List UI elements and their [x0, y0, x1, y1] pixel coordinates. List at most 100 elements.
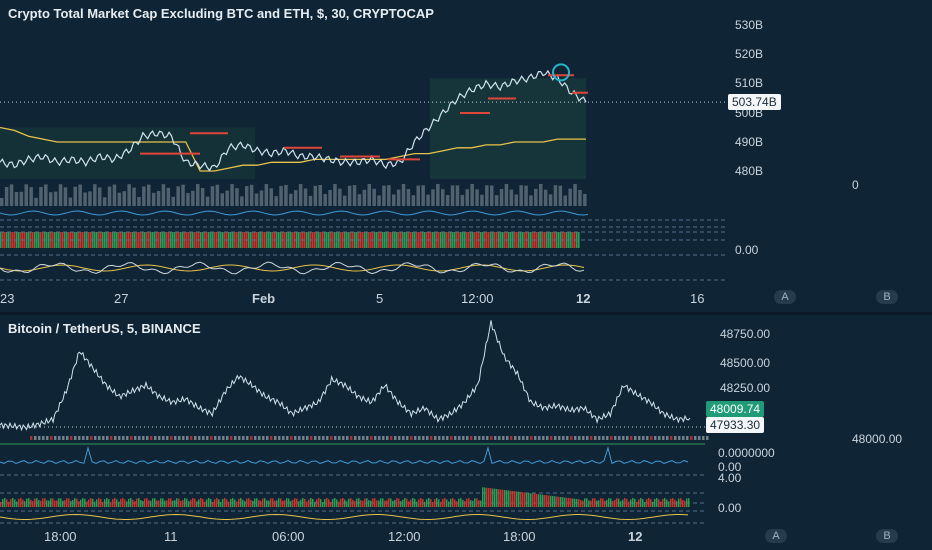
top-histogram-bar — [446, 232, 448, 248]
top-histogram-bar — [166, 232, 168, 248]
bottom-histogram-bar — [656, 498, 658, 507]
bottom-signal-marker — [342, 436, 345, 440]
bottom-histogram-bar — [362, 500, 364, 507]
top-volume-bar — [274, 196, 278, 206]
top-scale-a-button[interactable]: A — [774, 290, 796, 304]
bottom-signal-marker — [622, 436, 625, 440]
top-volume-bar — [543, 189, 548, 206]
top-histogram-bar — [244, 232, 246, 248]
top-volume-bar — [470, 184, 474, 206]
bottom-histogram-bar — [324, 499, 326, 507]
bottom-histogram-bar — [378, 500, 380, 507]
bottom-histogram-bar — [206, 499, 208, 507]
top-volume-bar — [563, 195, 567, 206]
top-volume-bar — [200, 187, 205, 206]
top-volume-bar — [245, 186, 249, 206]
top-volume-bar — [186, 193, 190, 206]
top-histogram-bar — [356, 232, 358, 248]
bottom-histogram-bar — [414, 498, 416, 507]
bottom-chart-canvas[interactable] — [0, 315, 932, 550]
top-histogram-bar — [496, 232, 498, 248]
top-histogram-bar — [412, 232, 414, 248]
bottom-signal-marker — [110, 436, 113, 440]
top-chart-canvas[interactable] — [0, 0, 932, 312]
top-chart-pane[interactable]: Crypto Total Market Cap Excluding BTC an… — [0, 0, 932, 312]
bottom-signal-marker — [454, 436, 457, 440]
top-volume-bar — [431, 189, 435, 206]
bottom-histogram-bar — [632, 498, 634, 507]
bottom-signal-marker — [66, 436, 69, 440]
bottom-histogram-bar — [28, 498, 30, 507]
top-volume-bar — [504, 184, 509, 206]
top-volume-bar — [269, 188, 273, 206]
top-current-price-tag: 503.74B — [728, 94, 781, 110]
top-histogram-bar — [418, 232, 420, 248]
bottom-histogram-bar — [486, 487, 488, 507]
top-volume-bar — [53, 191, 58, 206]
bottom-signal-marker — [654, 436, 657, 440]
bottom-signal-marker — [374, 436, 377, 440]
bottom-signal-marker — [278, 436, 281, 440]
bottom-signal-marker — [470, 436, 473, 440]
bottom-signal-marker — [566, 436, 569, 440]
top-volume-bar — [401, 184, 406, 206]
bottom-histogram-bar — [602, 498, 604, 507]
bottom-signal-marker — [390, 436, 393, 440]
top-volume-bar — [58, 184, 63, 206]
bottom-histogram-bar — [242, 499, 244, 507]
bottom-histogram-bar — [112, 499, 114, 507]
bottom-signal-marker — [322, 436, 325, 440]
top-scale-b-button[interactable]: B — [876, 290, 898, 304]
bottom-histogram-bar — [228, 501, 230, 507]
top-shaded-region — [0, 127, 255, 179]
bottom-histogram-bar — [440, 501, 442, 507]
bottom-signal-marker — [610, 436, 613, 440]
bottom-scale-b-button[interactable]: B — [876, 529, 898, 543]
bottom-chart-pane[interactable]: Bitcoin / TetherUS, 5, BINANCE 48750.00 … — [0, 315, 932, 550]
bottom-histogram-bar — [136, 498, 138, 507]
top-volume-bar — [514, 194, 518, 206]
bottom-histogram-bar — [494, 488, 496, 507]
bottom-histogram-bar — [338, 501, 340, 507]
bottom-scale-a-button[interactable]: A — [765, 529, 787, 543]
top-time-tick: 12:00 — [461, 291, 494, 306]
bottom-histogram-bar — [652, 501, 654, 507]
top-volume-bar — [573, 184, 577, 206]
bottom-signal-marker — [522, 436, 525, 440]
bottom-histogram-bar — [262, 498, 264, 507]
top-volume-bar — [475, 189, 479, 206]
bottom-histogram-bar — [650, 499, 652, 507]
bottom-histogram-bar — [2, 499, 4, 507]
bottom-signal-marker — [438, 436, 441, 440]
bottom-signal-marker — [690, 436, 693, 440]
bottom-histogram-bar — [170, 498, 172, 507]
top-histogram-bar — [132, 232, 134, 248]
bottom-histogram-bar — [274, 500, 276, 507]
bottom-histogram-bar — [478, 500, 480, 507]
bottom-signal-marker — [146, 436, 149, 440]
bottom-histogram-bar — [670, 498, 672, 507]
top-volume-bar — [9, 184, 14, 206]
bottom-histogram-bar — [562, 497, 564, 507]
bottom-histogram-bar — [142, 501, 144, 507]
bottom-signal-marker — [78, 436, 81, 440]
pane-divider[interactable] — [0, 312, 932, 315]
bottom-histogram-bar — [468, 498, 470, 507]
top-histogram-bar — [124, 232, 126, 248]
top-histogram-bar — [368, 232, 370, 248]
top-volume-bar — [494, 195, 499, 206]
top-histogram-bar — [186, 232, 188, 248]
bottom-histogram-bar — [482, 487, 484, 507]
bottom-signal-marker — [702, 436, 705, 440]
top-volume-bar — [83, 192, 87, 206]
bottom-histogram-bar — [484, 487, 486, 507]
bottom-histogram-bar — [250, 499, 252, 507]
top-volume-bar — [313, 185, 318, 206]
bottom-signal-marker — [662, 436, 665, 440]
bottom-signal-marker — [558, 436, 561, 440]
top-histogram-bar — [426, 232, 428, 248]
bottom-histogram-bar — [200, 498, 202, 507]
top-volume-bar — [357, 194, 362, 206]
bottom-histogram-bar — [550, 495, 552, 507]
bottom-signal-marker — [238, 436, 241, 440]
